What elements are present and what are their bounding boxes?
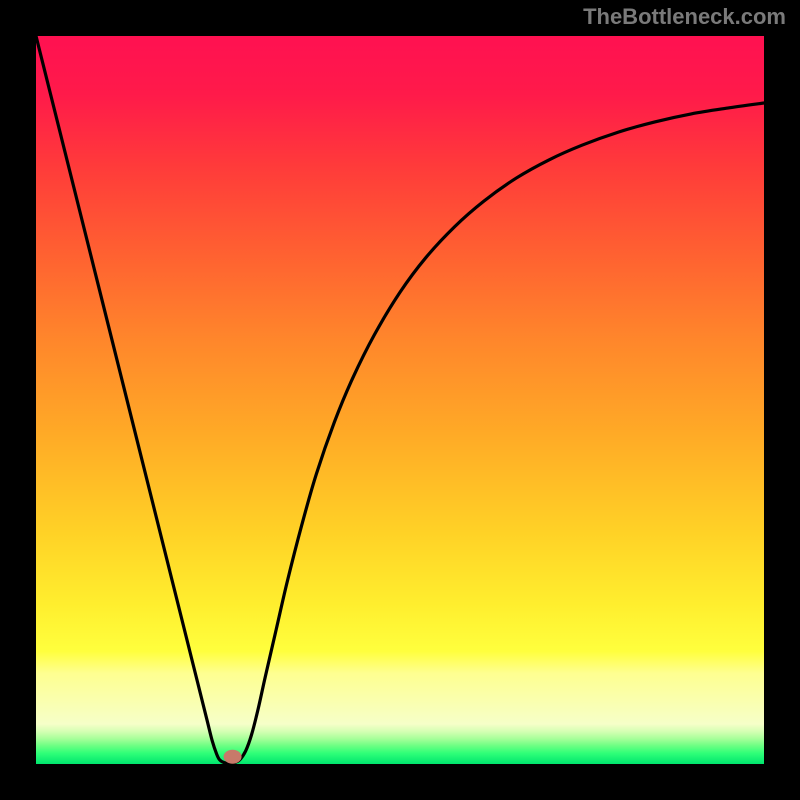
optimal-point-marker [224,750,242,764]
outer-frame: TheBottleneck.com [0,0,800,800]
bottleneck-curve-path [36,36,764,763]
bottleneck-curve [36,36,764,764]
plot-area [36,36,764,764]
watermark-text: TheBottleneck.com [583,4,786,30]
